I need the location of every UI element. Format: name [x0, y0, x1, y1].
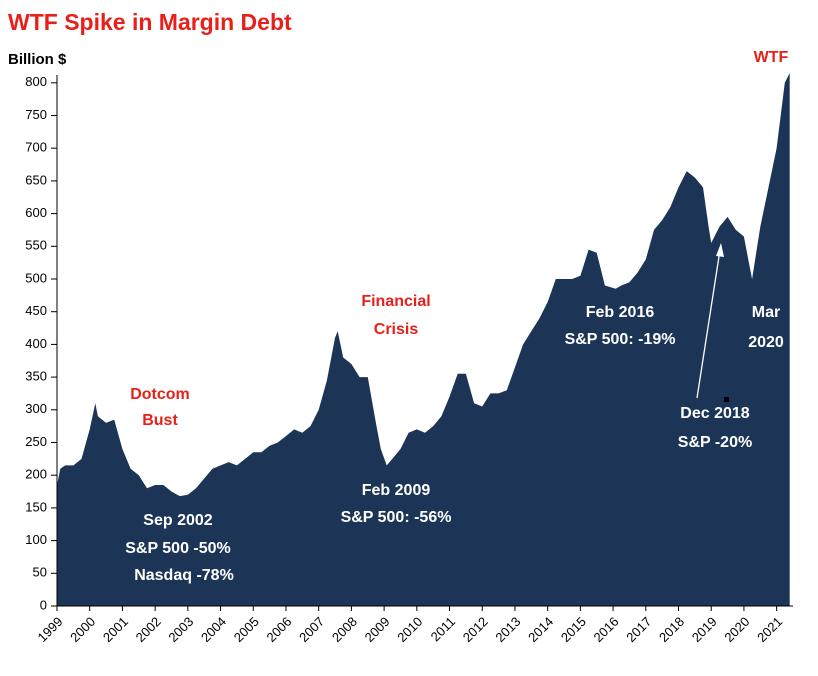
arrow-head — [716, 243, 724, 257]
annotation: Financial — [361, 293, 430, 310]
annotation: S&P 500: -56% — [341, 509, 452, 526]
y-axis-label: Billion $ — [8, 51, 67, 68]
annotation: 2020 — [748, 334, 784, 351]
x-tick-label: 2020 — [721, 614, 752, 645]
y-tick-label: 400 — [25, 336, 47, 351]
annotation: Dec 2018 — [680, 405, 749, 422]
x-tick-label: 2007 — [296, 614, 327, 645]
x-tick-label: 2002 — [133, 614, 164, 645]
y-tick-label: 50 — [33, 565, 47, 580]
annotation: Crisis — [374, 321, 419, 338]
y-tick-label: 500 — [25, 270, 47, 285]
x-tick-label: 2010 — [394, 614, 425, 645]
x-tick-label: 2006 — [263, 614, 294, 645]
y-tick-label: 700 — [25, 140, 47, 155]
annotation: Mar — [752, 304, 780, 321]
chart-title: WTF Spike in Margin Debt — [8, 9, 292, 35]
x-tick-label: 2015 — [558, 614, 589, 645]
y-tick-label: 650 — [25, 172, 47, 187]
annotation: S&P -20% — [678, 434, 752, 451]
x-tick-label: 2001 — [100, 614, 131, 645]
y-tick-label: 150 — [25, 499, 47, 514]
x-tick-label: 2009 — [362, 614, 393, 645]
x-tick-label: 2008 — [329, 614, 360, 645]
annotation: WTF — [754, 49, 789, 66]
area — [57, 73, 790, 606]
x-tick-label: 2019 — [689, 614, 720, 645]
x-tick-label: 2013 — [492, 614, 523, 645]
y-tick-label: 100 — [25, 532, 47, 547]
arrow-line — [696, 249, 721, 399]
annotation: Dotcom — [130, 386, 190, 403]
y-tick-label: 600 — [25, 205, 47, 220]
x-tick-label: 2011 — [428, 614, 458, 644]
x-tick-label: 2012 — [460, 614, 491, 645]
y-tick-label: 450 — [25, 303, 47, 318]
y-tick-label: 750 — [25, 107, 47, 122]
annotation: S&P 500 -50% — [125, 540, 231, 557]
x-tick-label: 2021 — [754, 614, 785, 645]
y-tick-label: 0 — [40, 597, 47, 612]
y-tick-label: 300 — [25, 401, 47, 416]
y-tick-label: 350 — [25, 369, 47, 384]
annotation: Feb 2009 — [362, 482, 431, 499]
y-tick-label: 550 — [25, 238, 47, 253]
annotation: Sep 2002 — [143, 512, 212, 529]
x-tick-label: 2005 — [231, 614, 262, 645]
marker-dot — [724, 397, 729, 402]
y-tick-label: 200 — [25, 467, 47, 482]
x-tick-label: 2003 — [165, 614, 196, 645]
annotation: Nasdaq -78% — [134, 567, 234, 584]
y-tick-label: 250 — [25, 434, 47, 449]
x-tick-label: 2016 — [591, 614, 622, 645]
annotation: Bust — [142, 412, 178, 429]
x-tick-label: 1999 — [34, 614, 65, 645]
x-tick-label: 2014 — [525, 614, 556, 645]
y-tick-label: 800 — [25, 74, 47, 89]
x-tick-label: 2000 — [67, 614, 98, 645]
x-tick-label: 2004 — [198, 614, 229, 645]
x-tick-label: 2017 — [623, 614, 654, 645]
annotation: Feb 2016 — [586, 304, 655, 321]
x-tick-label: 2018 — [656, 614, 687, 645]
annotation: S&P 500: -19% — [565, 331, 676, 348]
